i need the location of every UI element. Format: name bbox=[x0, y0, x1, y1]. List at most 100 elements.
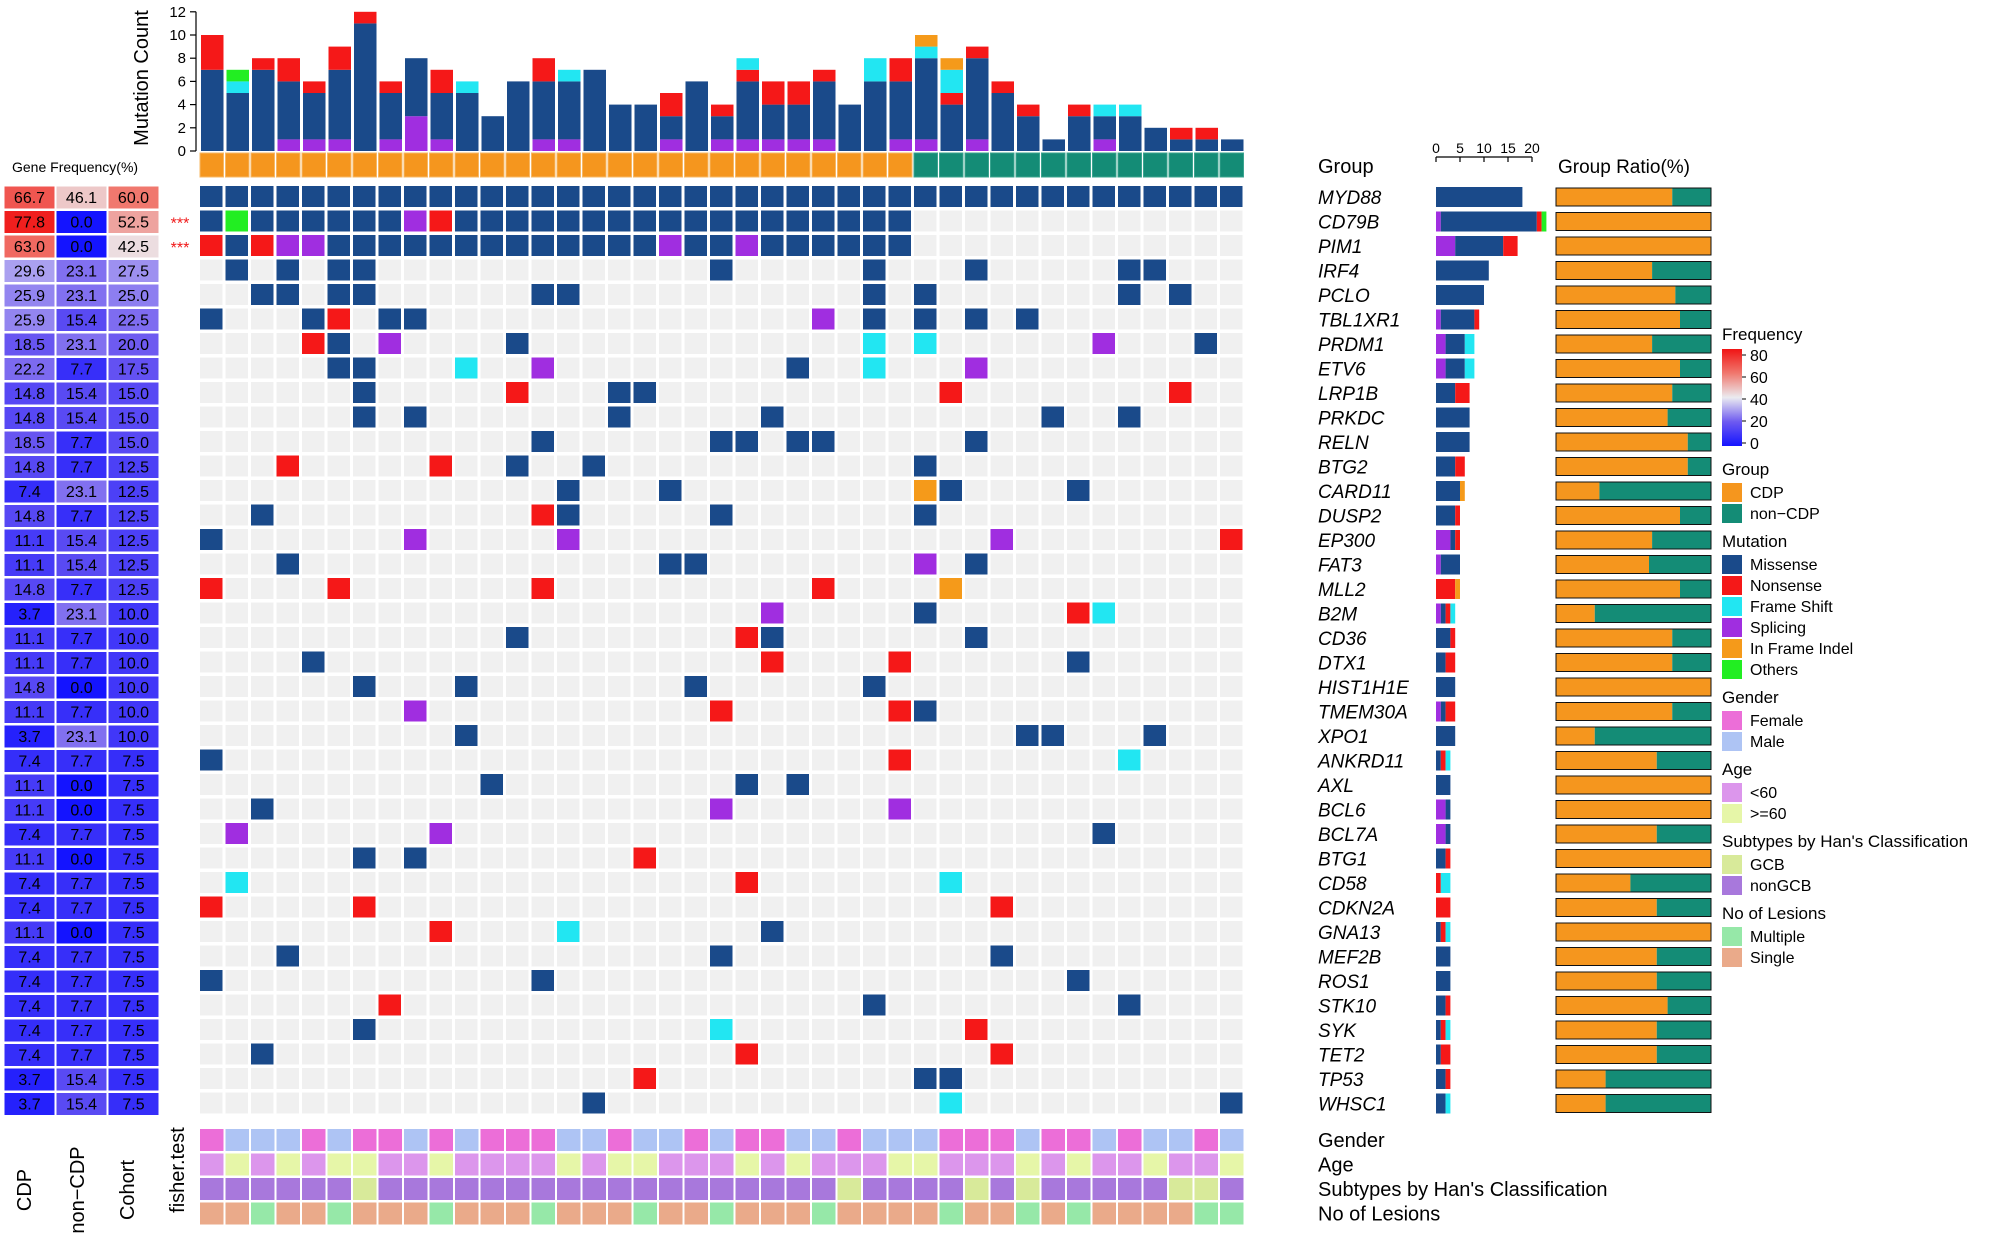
mutation-cell-missense bbox=[1016, 186, 1039, 207]
empty-cell bbox=[455, 1068, 478, 1089]
clinical-cell-nongcb bbox=[455, 1178, 479, 1200]
empty-cell bbox=[1118, 798, 1141, 820]
empty-cell bbox=[659, 994, 682, 1016]
empty-cell bbox=[1143, 235, 1166, 256]
empty-cell bbox=[659, 627, 682, 648]
empty-cell bbox=[684, 455, 707, 477]
empty-cell bbox=[1194, 651, 1217, 673]
empty-cell bbox=[353, 798, 376, 820]
mutation-cell-missense bbox=[939, 480, 962, 501]
empty-cell bbox=[276, 382, 299, 403]
group-cell-non-cdp bbox=[1194, 152, 1219, 178]
group-ratio-bar-frame bbox=[1555, 555, 1712, 574]
gene-label-hist1h1e: HIST1H1E bbox=[1318, 678, 1409, 699]
empty-cell bbox=[633, 333, 656, 354]
empty-cell bbox=[353, 749, 376, 771]
top-bar-missense-segment bbox=[507, 81, 530, 151]
empty-cell bbox=[251, 455, 274, 477]
frequency-value-cohort: 12.5 bbox=[118, 484, 149, 501]
empty-cell bbox=[735, 970, 758, 991]
empty-cell bbox=[837, 676, 860, 697]
empty-cell bbox=[1169, 210, 1192, 232]
mutation-cell-missense bbox=[327, 284, 350, 305]
empty-cell bbox=[1143, 1092, 1166, 1114]
top-bar-splicing-segment bbox=[277, 139, 300, 151]
clinical-cell-single bbox=[480, 1202, 504, 1225]
frequency-cell-cdp bbox=[3, 504, 56, 528]
empty-cell bbox=[378, 970, 401, 991]
empty-cell bbox=[1016, 1092, 1039, 1114]
empty-cell bbox=[1016, 1019, 1039, 1040]
empty-cell bbox=[1067, 357, 1090, 379]
empty-cell bbox=[659, 1019, 682, 1040]
top-bar-nonsense-segment bbox=[1017, 104, 1040, 117]
clinical-cell-multiple bbox=[710, 1202, 734, 1225]
empty-cell bbox=[480, 1019, 503, 1040]
empty-cell bbox=[1067, 235, 1090, 256]
empty-cell bbox=[455, 823, 478, 844]
clinical-cell-female bbox=[1067, 1129, 1091, 1151]
empty-cell bbox=[378, 847, 401, 869]
frequency-value-cdp: 14.8 bbox=[14, 386, 45, 403]
group-cell-non-cdp bbox=[990, 152, 1015, 178]
empty-cell bbox=[531, 921, 554, 942]
mutation-cell-missense bbox=[353, 406, 376, 428]
mutation-cell-nonsense bbox=[990, 896, 1013, 918]
empty-cell bbox=[506, 259, 529, 281]
count-bar-nonsense bbox=[1440, 1044, 1451, 1065]
frequency-cell-cohort bbox=[107, 651, 160, 675]
top-bar-splicing-segment bbox=[711, 139, 734, 151]
mutation-cell-missense bbox=[404, 308, 427, 330]
mutation-cell-missense bbox=[1220, 186, 1243, 207]
top-bar-nonsense-segment bbox=[966, 46, 989, 59]
clinical-cell-60 bbox=[1169, 1153, 1193, 1176]
empty-cell bbox=[455, 921, 478, 942]
group-cell-non-cdp bbox=[1143, 152, 1168, 178]
group-ratio-cdp-bar bbox=[1556, 188, 1673, 206]
empty-cell bbox=[735, 357, 758, 379]
empty-cell bbox=[225, 480, 248, 501]
empty-cell bbox=[276, 896, 299, 918]
empty-cell bbox=[302, 847, 325, 869]
group-cell-cdp bbox=[582, 152, 607, 178]
group-ratio-cdp-bar bbox=[1556, 898, 1657, 917]
empty-cell bbox=[1092, 578, 1115, 599]
group-cell-cdp bbox=[505, 152, 530, 178]
top-bar-missense-segment bbox=[762, 104, 785, 140]
frequency-value-non-cdp: 15.4 bbox=[66, 1097, 97, 1114]
gene-label-bcl6: BCL6 bbox=[1318, 801, 1366, 822]
empty-cell bbox=[659, 774, 682, 795]
empty-cell bbox=[404, 872, 427, 893]
empty-cell bbox=[863, 872, 886, 893]
empty-cell bbox=[353, 872, 376, 893]
empty-cell bbox=[302, 602, 325, 624]
legend-swatch-splicing bbox=[1722, 618, 1742, 637]
empty-cell bbox=[684, 847, 707, 869]
empty-cell bbox=[735, 1019, 758, 1040]
frequency-cell-cohort bbox=[107, 455, 160, 479]
frequency-cell-non-cdp bbox=[55, 406, 108, 430]
clinical-cell-60 bbox=[404, 1153, 428, 1176]
mutation-cell-splicing bbox=[531, 357, 554, 379]
clinical-cell-60 bbox=[608, 1153, 632, 1176]
empty-cell bbox=[965, 676, 988, 697]
mutation-cell-nonsense bbox=[429, 455, 452, 477]
empty-cell bbox=[251, 749, 274, 771]
gene-label-lrp1b: LRP1B bbox=[1318, 384, 1379, 405]
empty-cell bbox=[710, 994, 733, 1016]
mutation-cell-missense bbox=[863, 259, 886, 281]
frequency-value-cdp: 14.8 bbox=[14, 582, 45, 599]
mutation-cell-missense bbox=[684, 210, 707, 232]
empty-cell bbox=[582, 945, 605, 967]
empty-cell bbox=[761, 1068, 784, 1089]
group-ratio-noncdp-bar bbox=[1675, 286, 1711, 304]
empty-cell bbox=[1092, 259, 1115, 281]
empty-cell bbox=[1220, 480, 1243, 501]
empty-cell bbox=[480, 749, 503, 771]
group-ratio-cdp-bar bbox=[1556, 359, 1680, 378]
mutation-cell-missense bbox=[531, 970, 554, 991]
mutation-cell-missense bbox=[633, 186, 656, 207]
empty-cell bbox=[251, 676, 274, 697]
group-cell-non-cdp bbox=[1041, 152, 1066, 178]
group-ratio-cdp-bar bbox=[1556, 433, 1688, 451]
